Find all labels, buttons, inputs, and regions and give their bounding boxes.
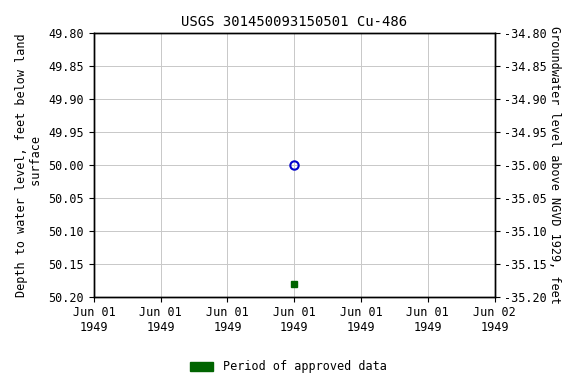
Legend: Period of approved data: Period of approved data: [185, 356, 391, 378]
Y-axis label: Depth to water level, feet below land
 surface: Depth to water level, feet below land su…: [15, 33, 43, 297]
Title: USGS 301450093150501 Cu-486: USGS 301450093150501 Cu-486: [181, 15, 407, 29]
Y-axis label: Groundwater level above NGVD 1929, feet: Groundwater level above NGVD 1929, feet: [548, 26, 561, 304]
